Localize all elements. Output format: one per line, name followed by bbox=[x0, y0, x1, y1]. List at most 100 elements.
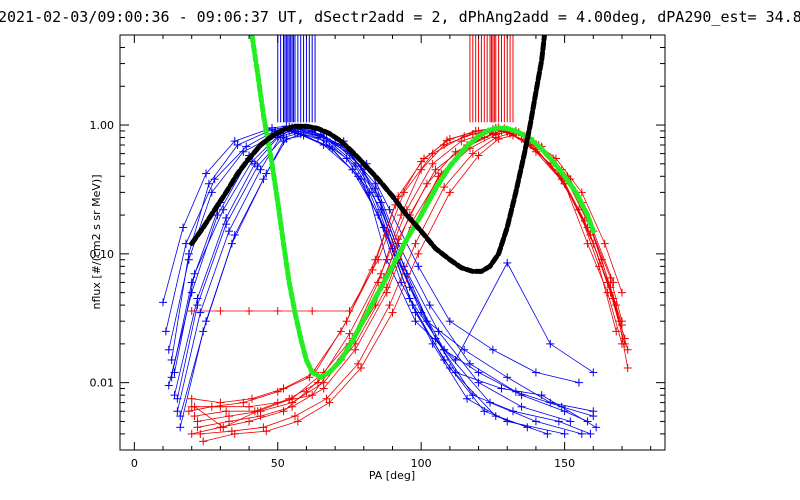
blue-data-point bbox=[397, 278, 406, 287]
blue-data-point bbox=[592, 423, 601, 432]
blue-data-point bbox=[385, 205, 394, 214]
blue-data-point bbox=[440, 355, 449, 364]
red-data-point bbox=[468, 149, 477, 158]
red-data-point bbox=[190, 402, 199, 411]
red-data-point bbox=[187, 429, 196, 438]
blue-data-point bbox=[480, 407, 489, 416]
red-data-point bbox=[279, 407, 288, 416]
blue-data-point bbox=[356, 175, 365, 184]
green-model-curve bbox=[249, 35, 596, 381]
y-tick-label: 0.10 bbox=[90, 248, 115, 261]
red-data-point bbox=[187, 394, 196, 403]
red-flux-curve bbox=[191, 129, 623, 408]
blue-data-point bbox=[184, 249, 193, 258]
blue-data-point bbox=[399, 262, 408, 271]
blue-data-point bbox=[253, 162, 262, 171]
red-data-point bbox=[377, 269, 386, 278]
blue-data-point bbox=[328, 145, 337, 154]
blue-data-point bbox=[531, 417, 540, 426]
red-data-point bbox=[623, 345, 632, 354]
blue-data-point bbox=[577, 429, 586, 438]
blue-data-point bbox=[167, 355, 176, 364]
blue-data-point bbox=[176, 423, 185, 432]
red-data-point bbox=[600, 239, 609, 248]
red-data-point bbox=[279, 384, 288, 393]
blue-data-point bbox=[187, 288, 196, 297]
blue-data-point bbox=[371, 179, 380, 188]
red-data-point bbox=[414, 249, 423, 258]
blue-data-point bbox=[411, 317, 420, 326]
blue-data-point bbox=[374, 192, 383, 201]
red-flux-curve bbox=[191, 128, 623, 312]
blue-data-point bbox=[574, 378, 583, 387]
red-data-point bbox=[273, 306, 282, 315]
blue-data-point bbox=[445, 317, 454, 326]
blue-data-point bbox=[583, 417, 592, 426]
blue-data-point bbox=[531, 368, 540, 377]
red-data-point bbox=[606, 273, 615, 282]
red-data-point bbox=[308, 306, 317, 315]
blue-data-point bbox=[204, 179, 213, 188]
blue-data-point bbox=[164, 345, 173, 354]
red-data-point bbox=[494, 134, 503, 143]
blue-data-point bbox=[589, 412, 598, 421]
blue-flux-curve bbox=[177, 133, 582, 435]
red-data-point bbox=[222, 407, 231, 416]
red-data-point bbox=[382, 283, 391, 292]
blue-data-point bbox=[589, 368, 598, 377]
blue-data-point bbox=[282, 134, 291, 143]
blue-data-point bbox=[213, 211, 222, 220]
y-axis-label: nflux [#/(cm2 s sr MeV)] bbox=[90, 175, 103, 310]
blue-data-point bbox=[222, 220, 231, 229]
blue-data-point bbox=[262, 169, 271, 178]
blue-data-point bbox=[196, 308, 205, 317]
blue-data-point bbox=[566, 417, 575, 426]
series-layer bbox=[159, 35, 632, 446]
blue-data-point bbox=[445, 363, 454, 372]
red-data-point bbox=[577, 188, 586, 197]
blue-data-point bbox=[159, 298, 168, 307]
y-tick-label: 0.01 bbox=[90, 377, 115, 390]
blue-data-point bbox=[179, 223, 188, 232]
red-data-point bbox=[216, 306, 225, 315]
blue-data-point bbox=[425, 301, 434, 310]
black-model-curve bbox=[189, 35, 547, 274]
red-data-point bbox=[491, 130, 500, 139]
red-data-point bbox=[288, 398, 297, 407]
blue-data-point bbox=[225, 227, 233, 236]
blue-data-point bbox=[546, 339, 555, 348]
red-data-point bbox=[411, 239, 420, 248]
chart-title: 2021-02-03/09:00:36 - 09:06:37 UT, dSect… bbox=[0, 8, 800, 26]
blue-data-point bbox=[560, 429, 569, 438]
blue-data-point bbox=[440, 345, 449, 354]
red-data-point bbox=[356, 363, 365, 372]
red-data-point bbox=[617, 321, 626, 330]
blue-data-point bbox=[511, 387, 520, 396]
red-data-point bbox=[620, 334, 629, 343]
blue-data-point bbox=[586, 429, 595, 438]
blue-data-point bbox=[554, 417, 563, 426]
blue-flux-curve bbox=[177, 131, 565, 435]
red-data-point bbox=[440, 183, 449, 192]
red-data-point bbox=[560, 179, 569, 188]
red-data-point bbox=[290, 412, 299, 421]
blue-data-point bbox=[299, 131, 308, 140]
red-data-point bbox=[394, 235, 403, 244]
blue-data-point bbox=[176, 412, 185, 421]
blue-data-point bbox=[190, 269, 199, 278]
blue-data-point bbox=[293, 129, 302, 138]
red-data-point bbox=[190, 412, 199, 421]
red-data-point bbox=[230, 429, 239, 438]
red-data-point bbox=[460, 132, 469, 141]
red-data-point bbox=[612, 327, 621, 336]
blue-data-point bbox=[405, 283, 414, 292]
red-data-point bbox=[225, 412, 233, 421]
blue-data-point bbox=[474, 368, 483, 377]
red-data-point bbox=[245, 417, 254, 426]
red-data-point bbox=[245, 306, 254, 315]
blue-data-point bbox=[434, 327, 443, 336]
red-data-point bbox=[443, 136, 451, 145]
red-data-point bbox=[196, 429, 205, 438]
blue-data-point bbox=[377, 205, 386, 214]
